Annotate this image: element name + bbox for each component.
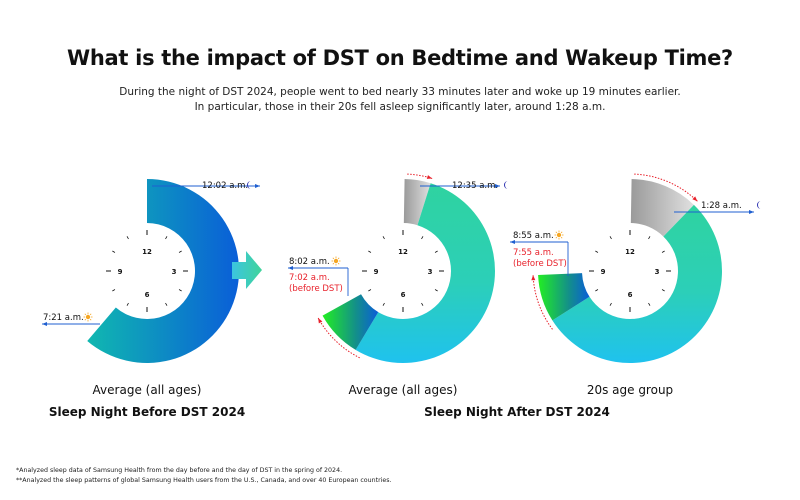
dial-number-12: 12 bbox=[398, 248, 408, 256]
moon-icon bbox=[247, 181, 251, 189]
bedtime-shift-arrow bbox=[634, 173, 698, 202]
minute-tick bbox=[648, 236, 651, 240]
bedtime-pointer-head bbox=[255, 184, 260, 188]
wakeup-label: 8:02 a.m. bbox=[289, 257, 330, 267]
before-dst-note: (before DST) bbox=[289, 284, 343, 294]
bedtime-label: 12:02 a.m. bbox=[202, 181, 248, 191]
sleep-ring-after-dst bbox=[355, 183, 495, 363]
minute-tick bbox=[648, 302, 651, 306]
minute-tick bbox=[368, 289, 372, 292]
bedtime-shift-arrow-head bbox=[692, 196, 698, 202]
minute-tick bbox=[421, 236, 424, 240]
bedtime-pointer-head bbox=[495, 184, 500, 188]
footnote-2: **Analyzed the sleep patterns of global … bbox=[16, 477, 392, 484]
subtitle-line-2: In particular, those in their 20s fell a… bbox=[194, 101, 606, 113]
wakeup-shift-arrow-head bbox=[531, 275, 536, 281]
extended-wakeup-segment bbox=[322, 294, 379, 350]
minute-tick bbox=[421, 302, 424, 306]
dial-number-9: 9 bbox=[601, 268, 606, 276]
group-label-after: Sleep Night After DST 2024 bbox=[424, 405, 610, 419]
wakeup-pointer-head bbox=[288, 266, 293, 270]
minute-tick bbox=[165, 302, 168, 306]
wakeup-label: 7:21 a.m. bbox=[43, 313, 84, 323]
bedtime-pointer-head bbox=[749, 210, 754, 214]
delayed-bedtime-segment bbox=[630, 179, 694, 237]
bedtime-shift-arrow-head bbox=[426, 175, 433, 179]
sleep-ring-after-dst bbox=[552, 204, 722, 363]
page-title: What is the impact of DST on Bedtime and… bbox=[67, 46, 733, 70]
minute-tick bbox=[178, 289, 182, 292]
dial-number-6: 6 bbox=[628, 291, 633, 299]
dial-number-9: 9 bbox=[118, 268, 123, 276]
minute-tick bbox=[382, 302, 385, 306]
minute-tick bbox=[661, 250, 665, 253]
minute-tick bbox=[112, 289, 116, 292]
minute-tick bbox=[382, 236, 385, 240]
minute-tick bbox=[112, 250, 116, 253]
group-label-before: Sleep Night Before DST 2024 bbox=[48, 405, 246, 419]
clock-3-caption: 20s age group bbox=[586, 383, 674, 397]
wakeup-shift-arrow-head bbox=[318, 318, 323, 324]
minute-tick bbox=[368, 250, 372, 253]
minute-tick bbox=[126, 236, 129, 240]
minute-tick bbox=[126, 302, 129, 306]
wakeup-label: 8:55 a.m. bbox=[513, 231, 554, 241]
minute-tick bbox=[609, 236, 612, 240]
wakeup-before-dst-label: 7:02 a.m. bbox=[289, 273, 330, 283]
transition-arrow-icon bbox=[232, 251, 262, 289]
moon-icon bbox=[504, 181, 508, 189]
sleep-ring-before-dst bbox=[87, 179, 240, 363]
minute-tick bbox=[165, 236, 168, 240]
wakeup-pointer-head bbox=[42, 322, 47, 326]
dial-number-3: 3 bbox=[428, 268, 433, 276]
dial-number-3: 3 bbox=[655, 268, 660, 276]
footnote-1: *Analyzed sleep data of Samsung Health f… bbox=[16, 467, 343, 474]
bedtime-label: 1:28 a.m. bbox=[701, 201, 742, 211]
clock-1-caption: Average (all ages) bbox=[92, 383, 202, 397]
dial-number-12: 12 bbox=[142, 248, 152, 256]
wakeup-before-dst-label: 7:55 a.m. bbox=[513, 248, 554, 258]
dial-number-3: 3 bbox=[172, 268, 177, 276]
minute-tick bbox=[434, 289, 438, 292]
delayed-bedtime-segment bbox=[403, 179, 431, 226]
minute-tick bbox=[434, 250, 438, 253]
moon-icon bbox=[757, 201, 761, 209]
dial-number-6: 6 bbox=[145, 291, 150, 299]
bedtime-label: 12:35 a.m. bbox=[452, 181, 498, 191]
minute-tick bbox=[595, 250, 599, 253]
sun-icon bbox=[83, 312, 93, 322]
wakeup-pointer-head bbox=[510, 240, 515, 244]
minute-tick bbox=[595, 289, 599, 292]
minute-tick bbox=[178, 250, 182, 253]
dial-number-12: 12 bbox=[625, 248, 635, 256]
subtitle-line-1: During the night of DST 2024, people wen… bbox=[119, 86, 681, 98]
extended-wakeup-segment bbox=[538, 273, 590, 321]
minute-tick bbox=[609, 302, 612, 306]
sun-icon bbox=[331, 256, 341, 266]
dial-number-6: 6 bbox=[401, 291, 406, 299]
dial-number-9: 9 bbox=[374, 268, 379, 276]
clock-2-caption: Average (all ages) bbox=[348, 383, 458, 397]
before-dst-note: (before DST) bbox=[513, 259, 567, 269]
sun-icon bbox=[554, 230, 564, 240]
minute-tick bbox=[661, 289, 665, 292]
